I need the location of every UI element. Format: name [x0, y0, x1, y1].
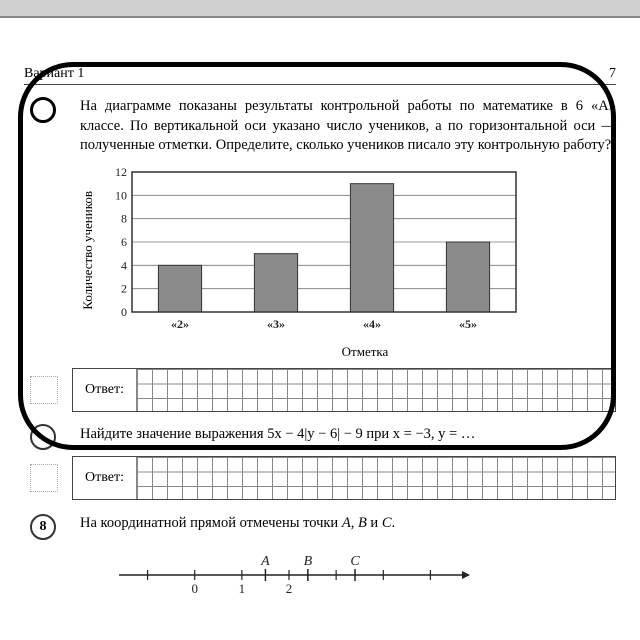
svg-text:12: 12: [115, 166, 127, 179]
problem-7-text: Найдите значение выражения 5x − 4|y − 6|…: [80, 426, 560, 443]
svg-text:1: 1: [239, 581, 246, 593]
answer-label-7: Ответ:: [73, 470, 136, 486]
bar-chart: 0 2 4 6 8 10 12 «2» «3» «4» «5»: [102, 166, 522, 336]
margin-dotted-square-7: [30, 464, 58, 492]
answer-label-6: Ответ:: [73, 382, 136, 398]
chart-xlabel: Отметка: [114, 344, 616, 360]
chart-ylabel: Количество учеников: [80, 191, 96, 310]
page-content: Вариант 1 7 На диаграмме показаны резуль…: [0, 18, 640, 598]
svg-text:0: 0: [121, 305, 127, 319]
svg-text:A: A: [260, 554, 270, 569]
problem-number-8: 8: [30, 514, 56, 540]
svg-text:6: 6: [121, 235, 127, 249]
margin-dotted-square: [30, 376, 58, 404]
answer-grid-6[interactable]: [136, 369, 615, 411]
chart-container: Количество учеников 0 2 4 6 8 10 12 «2» «3» «4» «5…: [80, 166, 616, 336]
top-gray-bar: [0, 0, 640, 18]
problem-6: На диаграмме показаны результаты контрол…: [24, 97, 616, 156]
answer-row-6: Ответ:: [24, 368, 616, 412]
problem-8: 8 На координатной прямой отмечены точки …: [24, 514, 616, 534]
numberline-container: 0 1 2 A B C: [114, 543, 616, 598]
svg-text:10: 10: [115, 188, 127, 202]
answer-box-6: Ответ:: [72, 368, 616, 412]
svg-text:C: C: [350, 554, 360, 569]
problem-8-text: На координатной прямой отмечены точки A,…: [80, 514, 616, 534]
svg-text:0: 0: [191, 581, 198, 593]
problem-6-text: На диаграмме показаны результаты контрол…: [80, 97, 616, 156]
answer-box-7: Ответ:: [72, 456, 616, 500]
svg-text:4: 4: [121, 258, 127, 272]
svg-text:«4»: «4»: [363, 317, 381, 331]
answer-grid-7[interactable]: [136, 457, 615, 499]
svg-text:«3»: «3»: [267, 317, 285, 331]
number-line: 0 1 2 A B C: [114, 543, 474, 593]
problem-number-6: [30, 97, 56, 123]
svg-text:2: 2: [121, 281, 127, 295]
problem-8-num: 8: [40, 519, 47, 535]
problem-8-text-span: На координатной прямой отмечены точки A,…: [80, 515, 395, 531]
problem-7: Найдите значение выражения 5x − 4|y − 6|…: [24, 426, 616, 448]
page-number: 7: [609, 66, 616, 82]
problem-number-7: [30, 424, 56, 450]
answer-row-7: Ответ:: [24, 456, 616, 500]
svg-text:«2»: «2»: [171, 317, 189, 331]
svg-text:B: B: [304, 554, 313, 569]
svg-text:8: 8: [121, 211, 127, 225]
page-header: Вариант 1 7: [24, 66, 616, 85]
svg-text:«5»: «5»: [459, 317, 477, 331]
variant-label: Вариант 1: [24, 66, 84, 82]
svg-text:2: 2: [286, 581, 293, 593]
